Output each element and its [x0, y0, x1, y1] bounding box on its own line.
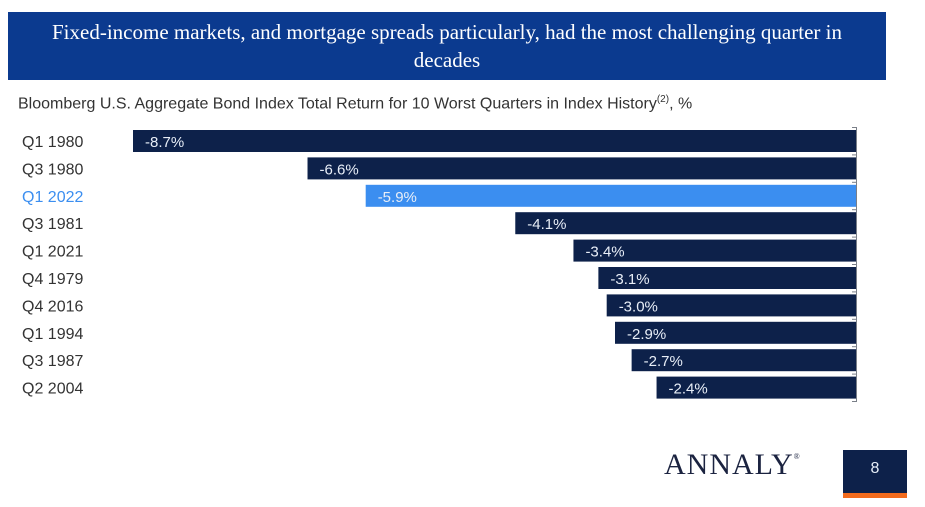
category-label: Q1 1994 [22, 326, 83, 343]
chart-title-text: Bloomberg U.S. Aggregate Bond Index Tota… [18, 95, 657, 113]
category-label: Q4 1979 [22, 271, 83, 288]
slide-title: Fixed-income markets, and mortgage sprea… [52, 20, 842, 72]
data-label: -2.9% [627, 326, 666, 343]
bar-q4-2016 [606, 294, 856, 317]
category-label: Q1 1980 [22, 134, 83, 151]
registered-mark: ® [793, 452, 801, 461]
bar-q1-2022 [365, 184, 856, 207]
data-label: -6.6% [320, 161, 359, 178]
chart-title-footnote: (2) [656, 94, 670, 105]
category-label: Q3 1987 [22, 353, 83, 370]
category-label: Q4 2016 [22, 298, 83, 315]
bar-q4-1979 [598, 267, 856, 289]
bar-q2-2004 [656, 376, 856, 399]
bar-q3-1981 [515, 212, 856, 235]
bar-q1-2021 [573, 239, 856, 262]
logo-text: ANNALY [664, 448, 794, 481]
data-label: -2.4% [669, 381, 708, 398]
annaly-logo: ANNALY® [664, 448, 801, 482]
bar-q3-1987 [631, 349, 856, 372]
data-label: -3.0% [619, 298, 658, 315]
category-label: Q1 2022 [22, 189, 83, 206]
category-label: Q1 2021 [22, 244, 83, 261]
page-number-box: 8 [843, 450, 907, 498]
bar-q1-1994 [615, 321, 856, 344]
bar-q3-1980 [307, 157, 857, 180]
data-label: -4.1% [527, 216, 566, 233]
category-label: Q3 1980 [22, 161, 83, 178]
data-label: -5.9% [378, 189, 417, 206]
chart-title: Bloomberg U.S. Aggregate Bond Index Tota… [18, 94, 692, 113]
bar-q1-1980 [133, 130, 856, 152]
slide-title-banner: Fixed-income markets, and mortgage sprea… [8, 12, 886, 80]
data-label: -3.1% [610, 271, 649, 288]
chart-title-suffix: , % [669, 95, 693, 113]
data-label: -8.7% [145, 134, 184, 151]
data-label: -3.4% [585, 244, 624, 261]
page-accent-bar [843, 493, 907, 498]
data-label: -2.7% [644, 353, 683, 370]
category-label: Q2 2004 [22, 381, 83, 398]
category-label: Q3 1981 [22, 216, 83, 233]
page-number: 8 [870, 460, 880, 477]
